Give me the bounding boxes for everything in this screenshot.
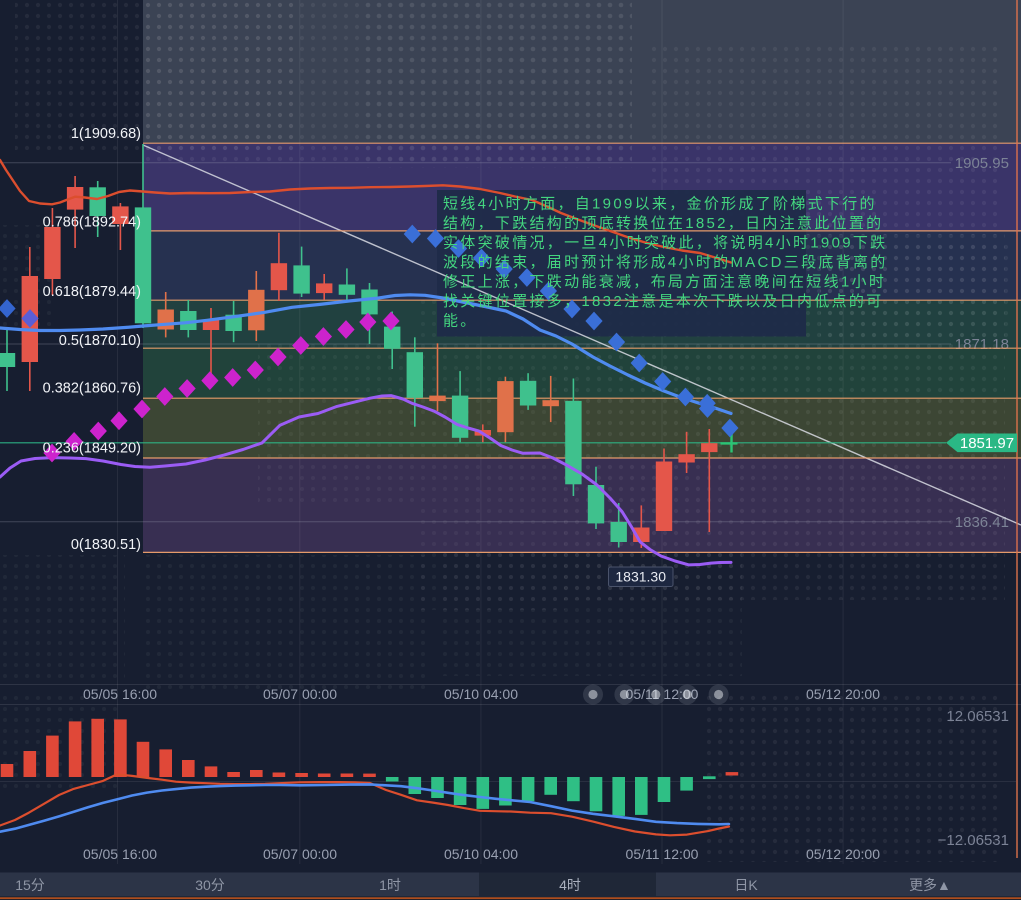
svg-text:0.5(1870.10): 0.5(1870.10) xyxy=(59,333,141,349)
svg-text:0.382(1860.76): 0.382(1860.76) xyxy=(43,381,141,397)
svg-text:05/11 12:00: 05/11 12:00 xyxy=(626,846,699,862)
svg-text:−12.06531: −12.06531 xyxy=(938,832,1009,849)
svg-text:日K: 日K xyxy=(734,877,758,893)
svg-text:05/12 20:00: 05/12 20:00 xyxy=(806,846,880,862)
svg-text:更多▲: 更多▲ xyxy=(909,877,951,893)
svg-text:能。: 能。 xyxy=(443,313,478,330)
svg-text:0(1830.51): 0(1830.51) xyxy=(71,537,141,553)
svg-text:1(1909.68): 1(1909.68) xyxy=(71,126,141,142)
svg-text:05/12 20:00: 05/12 20:00 xyxy=(806,686,880,702)
svg-text:1时: 1时 xyxy=(379,877,401,893)
svg-text:05/05 16:00: 05/05 16:00 xyxy=(83,846,157,862)
svg-text:4时: 4时 xyxy=(559,877,581,893)
svg-text:1905.95: 1905.95 xyxy=(955,155,1009,172)
svg-text:12.06531: 12.06531 xyxy=(946,708,1009,725)
svg-text:0.236(1849.20): 0.236(1849.20) xyxy=(43,441,141,457)
svg-text:05/11 12:00: 05/11 12:00 xyxy=(626,686,699,702)
svg-text:1851.97: 1851.97 xyxy=(960,435,1014,452)
svg-text:05/05 16:00: 05/05 16:00 xyxy=(83,686,157,702)
svg-text:波段的结束，届时预计将形成4小时的MACD三段底背离的: 波段的结束，届时预计将形成4小时的MACD三段底背离的 xyxy=(443,254,888,271)
svg-text:05/10 04:00: 05/10 04:00 xyxy=(444,686,518,702)
svg-text:0.786(1892.74): 0.786(1892.74) xyxy=(43,215,141,231)
svg-text:1836.41: 1836.41 xyxy=(955,514,1009,531)
svg-text:15分: 15分 xyxy=(15,877,45,893)
svg-text:结构，下跌结构的顶底转换位在1852，日内注意此位置的: 结构，下跌结构的顶底转换位在1852，日内注意此位置的 xyxy=(443,214,883,232)
svg-text:修正上涨，下跌动能衰减，布局方面注意晚间在短线1小时: 修正上涨，下跌动能衰减，布局方面注意晚间在短线1小时 xyxy=(443,273,886,291)
svg-text:找关键位置接多，1832注意是本次下跌以及日内低点的可: 找关键位置接多，1832注意是本次下跌以及日内低点的可 xyxy=(443,292,883,310)
svg-text:实体突破情况，一旦4小时突破此，将说明4小时1909下跌: 实体突破情况，一旦4小时突破此，将说明4小时1909下跌 xyxy=(443,235,887,252)
svg-text:1831.30: 1831.30 xyxy=(615,569,666,585)
svg-text:1871.18: 1871.18 xyxy=(955,336,1009,353)
svg-text:05/07 00:00: 05/07 00:00 xyxy=(263,686,337,702)
svg-text:短线4小时方面，自1909以来，金价形成了阶梯式下行的: 短线4小时方面，自1909以来，金价形成了阶梯式下行的 xyxy=(443,196,877,213)
svg-text:30分: 30分 xyxy=(195,877,225,893)
svg-text:05/07 00:00: 05/07 00:00 xyxy=(263,846,337,862)
svg-text:05/10 04:00: 05/10 04:00 xyxy=(444,846,518,862)
svg-text:0.618(1879.44): 0.618(1879.44) xyxy=(43,284,141,300)
